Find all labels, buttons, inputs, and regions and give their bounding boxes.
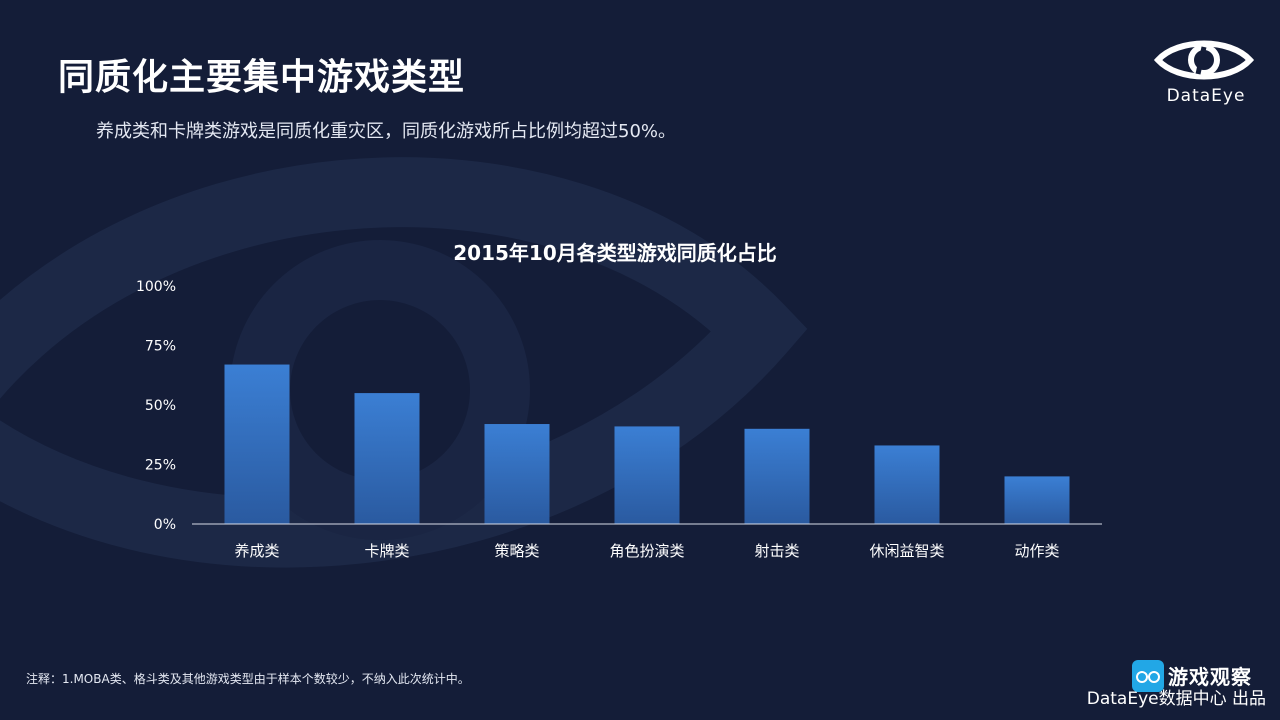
y-tick-label: 0% <box>154 517 176 533</box>
bar <box>1004 476 1070 524</box>
page-title: 同质化主要集中游戏类型 <box>58 57 466 98</box>
credit-text: DataEye数据中心 出品 <box>1086 689 1266 709</box>
bar <box>874 445 940 524</box>
watermark-text: 游戏观察 <box>1168 665 1252 689</box>
y-tick-label: 100% <box>136 279 176 295</box>
bar <box>744 428 810 524</box>
y-tick-label: 50% <box>145 398 176 414</box>
dataeye-logo: DataEye <box>1152 34 1256 110</box>
x-tick-label: 休闲益智类 <box>869 542 944 560</box>
bar <box>484 424 550 524</box>
x-tick-label: 策略类 <box>494 542 539 560</box>
watermark: 游戏观察 <box>1130 660 1268 694</box>
x-tick-label: 角色扮演类 <box>609 542 684 560</box>
page-subtitle: 养成类和卡牌类游戏是同质化重灾区，同质化游戏所占比例均超过50%。 <box>96 121 677 142</box>
bar <box>614 426 680 524</box>
bar <box>224 364 290 524</box>
logo-text: DataEye <box>1166 86 1246 106</box>
bar <box>354 393 420 524</box>
gamepad-icon <box>1132 660 1164 692</box>
y-tick-label: 25% <box>145 458 176 474</box>
x-tick-label: 动作类 <box>1014 542 1059 560</box>
y-tick-label: 75% <box>145 339 176 355</box>
bars <box>224 364 1070 524</box>
x-tick-label: 卡牌类 <box>364 542 409 560</box>
y-axis-ticks: 0% 25% 50% 75% 100% <box>136 279 176 533</box>
x-axis-labels: 养成类 卡牌类 策略类 角色扮演类 射击类 休闲益智类 动作类 <box>234 542 1059 560</box>
x-tick-label: 射击类 <box>754 542 799 560</box>
eye-logo-icon <box>1153 40 1255 80</box>
x-tick-label: 养成类 <box>234 542 279 560</box>
footnote: 注释：1.MOBA类、格斗类及其他游戏类型由于样本个数较少，不纳入此次统计中。 <box>26 672 470 686</box>
chart-title: 2015年10月各类型游戏同质化占比 <box>453 241 777 265</box>
